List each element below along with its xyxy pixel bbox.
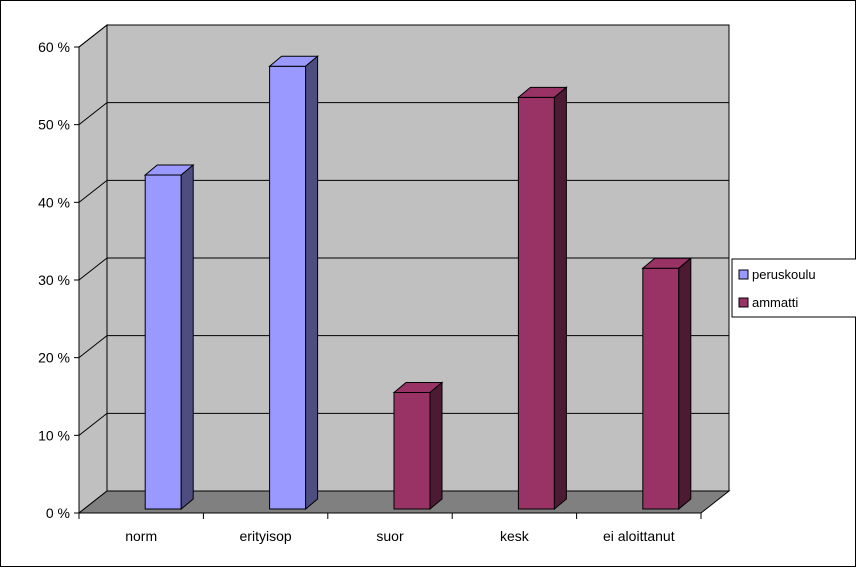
bar-side: [305, 55, 319, 511]
y-tick-label: 30 %: [38, 272, 70, 288]
y-tick-label: 40 %: [38, 194, 70, 210]
x-tick-label: norm: [125, 528, 157, 544]
gridline-side: [78, 179, 108, 203]
legend-label-peruskoulu: peruskoulu: [752, 267, 816, 282]
y-tick-label: 50 %: [38, 117, 70, 133]
y-axis: 0 % 10 % 20 % 30 % 40 % 50 % 60 %: [38, 39, 80, 521]
legend-box: [731, 258, 856, 318]
legend-swatch-peruskoulu: [738, 269, 749, 280]
y-tick-label: 0 %: [46, 505, 70, 521]
bar-front: [517, 96, 555, 510]
y-tick-label: 20 %: [38, 350, 70, 366]
legend-label-ammatti: ammatti: [752, 295, 798, 310]
y-tick-label: 10 %: [38, 427, 70, 443]
bar-side: [180, 163, 194, 511]
x-tick-label: kesk: [500, 528, 530, 544]
bar-front: [393, 392, 431, 510]
gridline-side: [78, 102, 108, 126]
y-tick-label: 60 %: [38, 39, 70, 55]
bar-front: [144, 174, 182, 510]
gridline-side: [78, 412, 108, 436]
x-tick-label: suor: [376, 528, 404, 544]
legend-swatch-ammatti: [738, 297, 749, 308]
bar-ammatti-kesk: [517, 86, 568, 511]
bar-front: [642, 267, 680, 510]
x-tick-label: ei aloittanut: [603, 528, 675, 544]
legend: peruskoulu ammatti: [731, 258, 856, 318]
bar-side: [553, 86, 567, 511]
x-tick-label: erityisop: [240, 528, 292, 544]
bar-ammatti-suor: [392, 381, 444, 511]
bar-side: [678, 257, 692, 511]
gridline-side: [78, 257, 108, 281]
bar-side: [429, 381, 443, 511]
bar-peruskoulu-erityisop: [268, 55, 319, 511]
x-axis: norm erityisop suor kesk ei aloittanut: [78, 512, 702, 544]
bar-peruskoulu-norm: [143, 163, 195, 511]
bars: [143, 55, 693, 511]
bar-ammatti-ei-aloittanut: [641, 257, 693, 511]
gridline-side: [78, 24, 108, 48]
bar-front: [269, 65, 307, 510]
gridline-side: [78, 335, 108, 359]
